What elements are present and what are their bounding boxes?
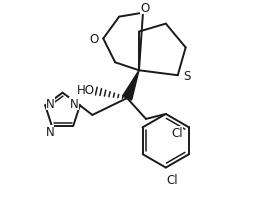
Polygon shape	[123, 71, 139, 101]
Text: N: N	[46, 97, 54, 110]
Text: Cl: Cl	[171, 126, 183, 139]
Text: O: O	[89, 33, 98, 45]
Text: S: S	[183, 69, 190, 82]
Text: Cl: Cl	[166, 173, 178, 186]
Text: N: N	[46, 126, 54, 139]
Text: HO: HO	[76, 84, 95, 97]
Text: O: O	[140, 2, 149, 15]
Text: N: N	[70, 97, 78, 110]
